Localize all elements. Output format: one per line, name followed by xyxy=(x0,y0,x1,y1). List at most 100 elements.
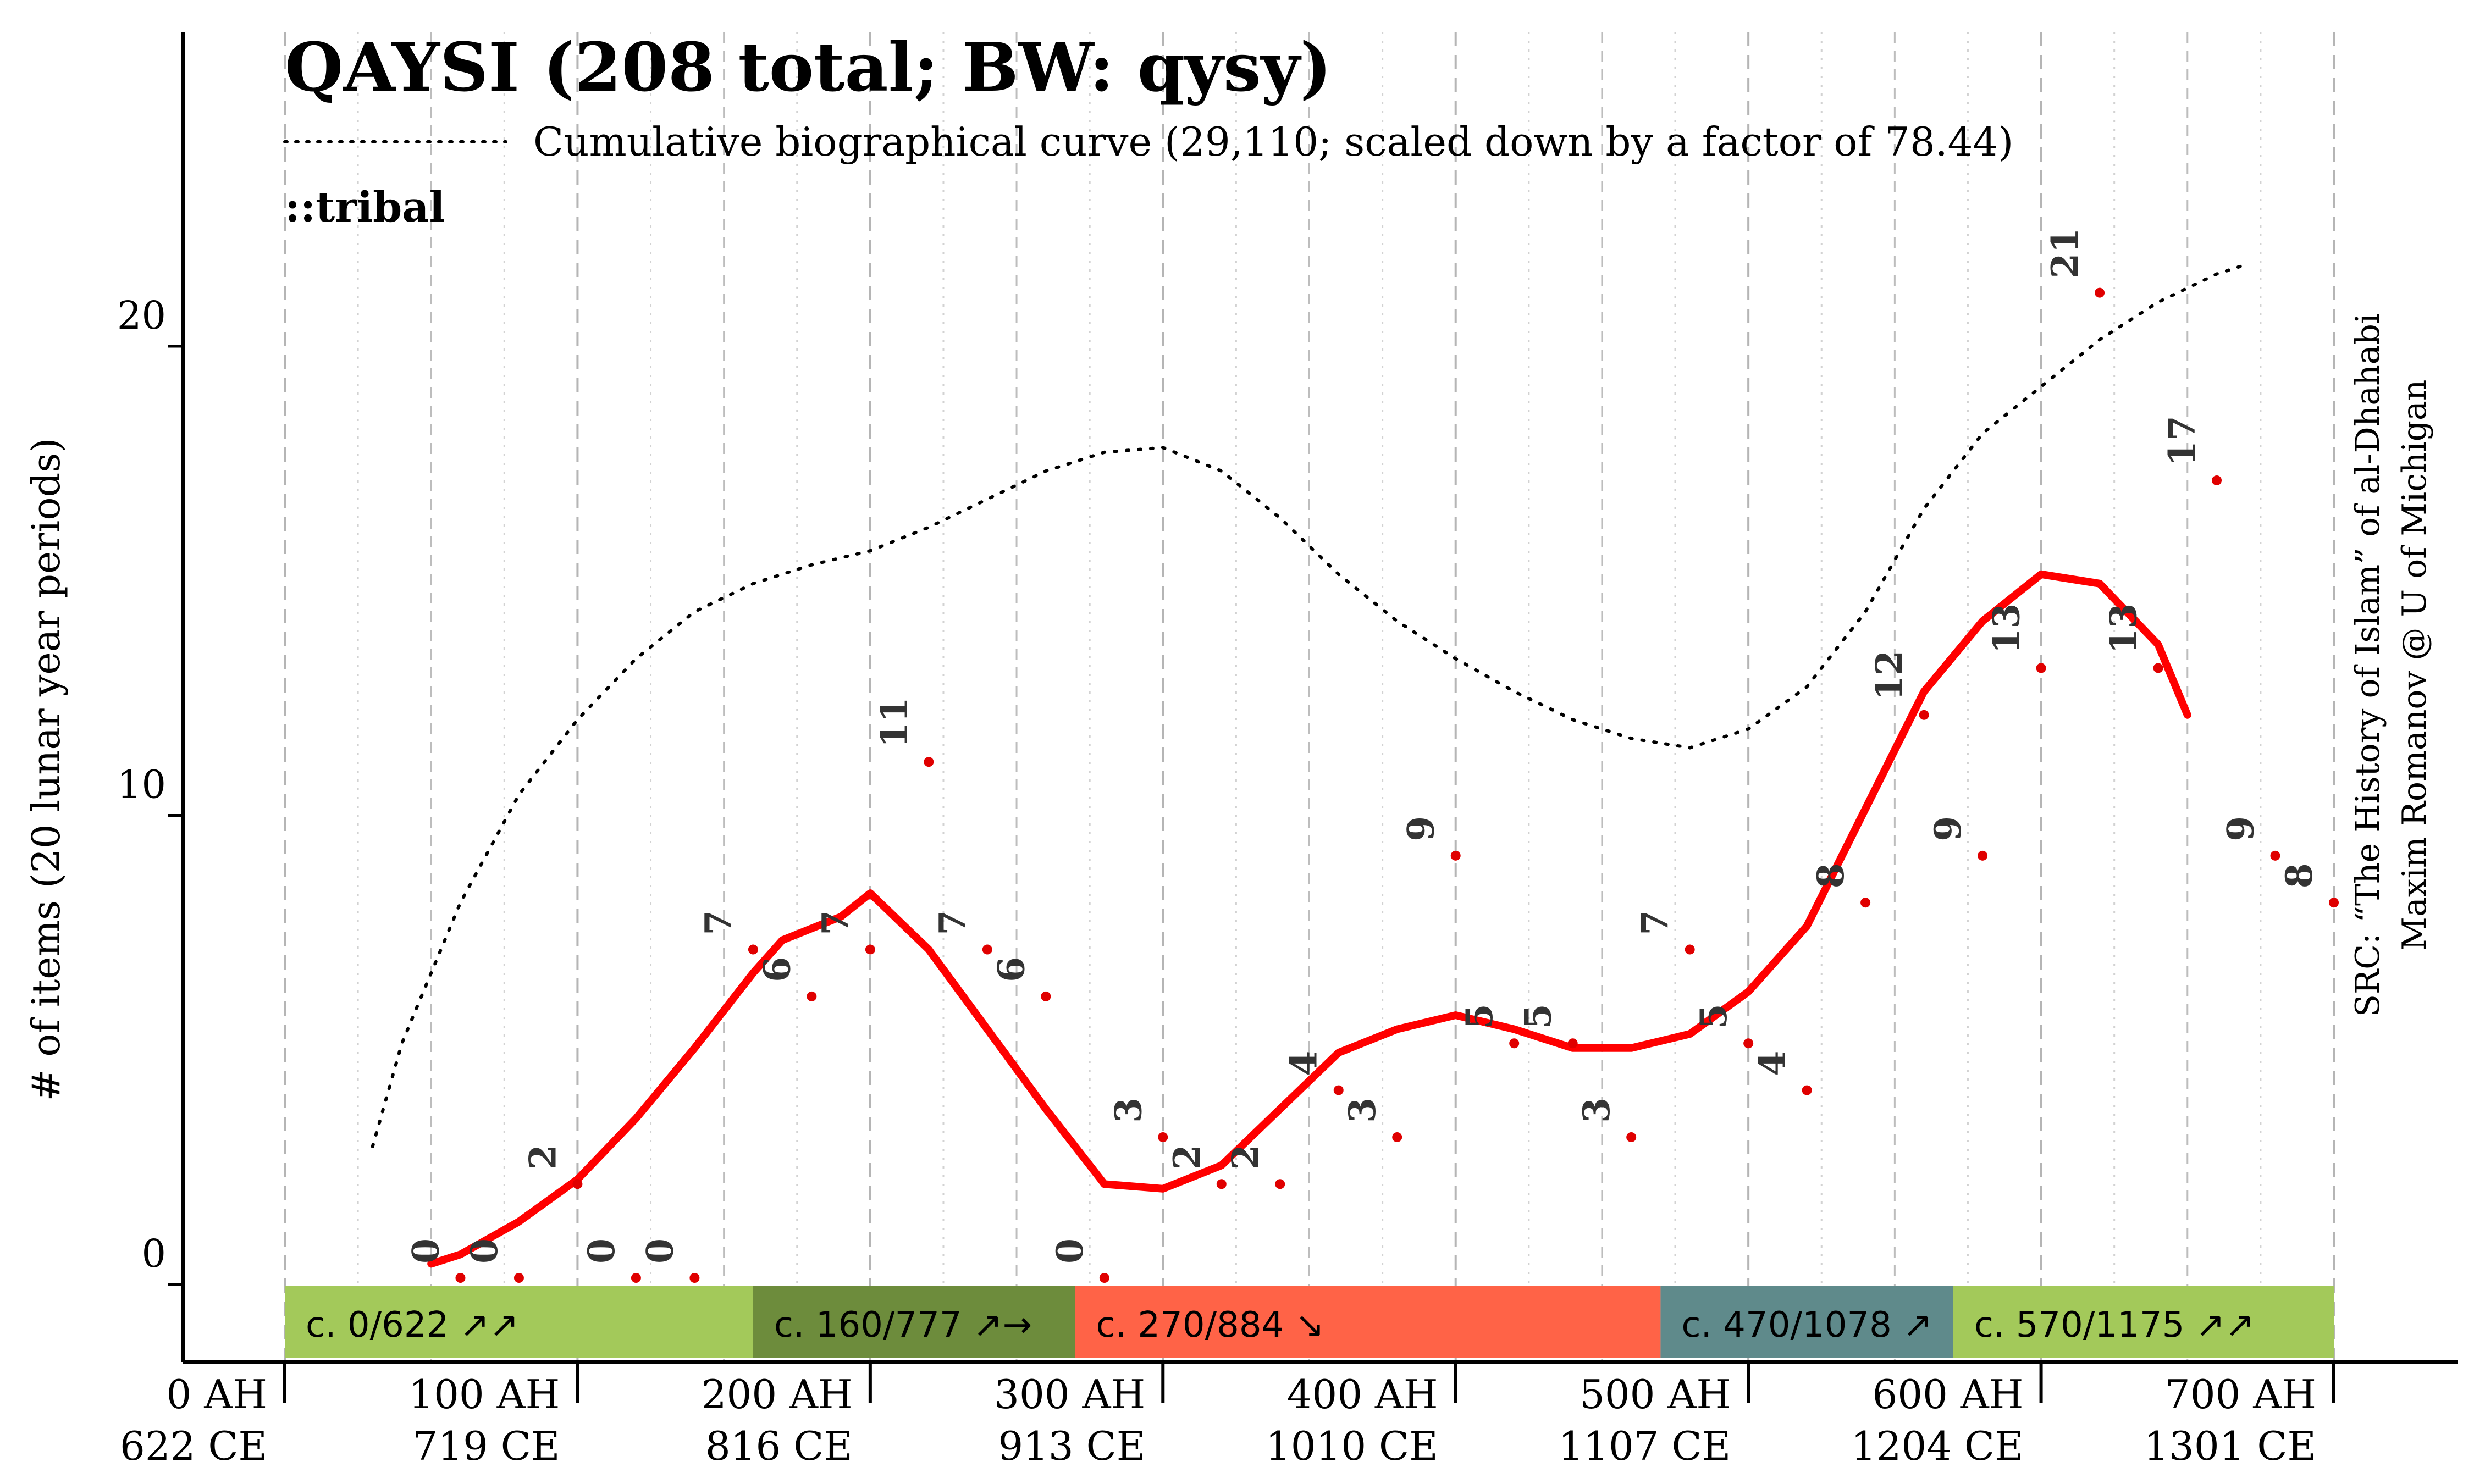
data-label: 7 xyxy=(931,910,974,935)
period-segment xyxy=(753,1286,1075,1358)
data-point xyxy=(2270,850,2280,861)
source-credit-line1: SRC: “The History of Islam” of al-Dhahab… xyxy=(2349,313,2387,1017)
data-label: 5 xyxy=(1692,1004,1735,1029)
x-tick-label-ce: 1301 CE xyxy=(2144,1423,2316,1469)
data-label: 21 xyxy=(2044,228,2086,279)
data-label: 13 xyxy=(2102,603,2145,654)
data-label: 0 xyxy=(1048,1238,1091,1264)
data-label: 9 xyxy=(1926,816,1969,841)
data-point xyxy=(572,1179,583,1189)
data-point xyxy=(1392,1132,1402,1142)
data-label: 3 xyxy=(1107,1098,1150,1123)
source-credit-line2: Maxim Romanov @ U of Michigan xyxy=(2395,380,2434,951)
x-tick-label-ce: 719 CE xyxy=(412,1423,560,1469)
data-point xyxy=(2153,663,2163,673)
data-label: 7 xyxy=(697,910,740,935)
data-label: 0 xyxy=(638,1238,681,1264)
data-point xyxy=(1743,1038,1754,1049)
period-segment xyxy=(1953,1286,2334,1358)
data-label: 11 xyxy=(872,697,915,747)
x-tick-label-ah: 400 AH xyxy=(1287,1371,1438,1417)
data-point xyxy=(1685,944,1695,955)
data-point xyxy=(1802,1085,1812,1095)
data-label: 7 xyxy=(1634,910,1677,935)
x-tick-label-ah: 300 AH xyxy=(994,1371,1145,1417)
x-tick-label-ce: 1204 CE xyxy=(1851,1423,2024,1469)
x-tick-label-ah: 0 AH xyxy=(167,1371,267,1417)
data-point xyxy=(1275,1179,1285,1189)
data-point xyxy=(513,1273,524,1283)
x-tick-label-ce: 1010 CE xyxy=(1266,1423,1438,1469)
data-label: 0 xyxy=(405,1238,448,1264)
data-label: 12 xyxy=(1868,650,1911,701)
data-label: 8 xyxy=(1809,863,1852,888)
x-tick-label-ah: 500 AH xyxy=(1580,1371,1731,1417)
y-tick-label: 10 xyxy=(117,762,166,807)
data-point xyxy=(1041,991,1051,1001)
y-axis-label: # of items (20 lunar year periods) xyxy=(24,438,69,1101)
data-label: 13 xyxy=(1985,603,2028,654)
data-label: 0 xyxy=(463,1238,506,1264)
x-tick-label-ce: 816 CE xyxy=(705,1423,853,1469)
x-axis-ticks: 0 AH 622 CE 100 AH 719 CE 200 AH 816 CE 300 AH… xyxy=(120,1362,2335,1469)
data-point xyxy=(631,1273,641,1283)
data-point xyxy=(807,991,817,1001)
grid xyxy=(284,32,2335,1362)
data-point xyxy=(1860,898,1871,908)
data-point xyxy=(1978,850,1988,861)
y-tick-label: 0 xyxy=(141,1231,166,1276)
data-label: 0 xyxy=(580,1238,623,1264)
period-segment xyxy=(1660,1286,1953,1358)
x-tick-label-ah: 100 AH xyxy=(408,1371,560,1417)
period-label: c. 570/1175 ↗↗ xyxy=(1974,1305,2255,1345)
data-point xyxy=(2036,663,2046,673)
x-tick-label-ah: 700 AH xyxy=(2165,1371,2316,1417)
x-tick-label-ah: 200 AH xyxy=(702,1371,853,1417)
tag-label: ::tribal xyxy=(285,182,445,231)
chart-title: QAYSI (208 total; BW: qysy) xyxy=(285,27,1332,107)
data-label: 2 xyxy=(521,1144,564,1170)
data-point xyxy=(2095,287,2105,298)
period-bar: c. 0/622 ↗↗ c. 160/777 ↗→ c. 270/884 ↘ c. 4… xyxy=(285,1286,2334,1358)
data-label: 8 xyxy=(2278,863,2321,888)
data-point xyxy=(1099,1273,1109,1283)
trend-line-layer xyxy=(427,570,2191,1268)
data-point xyxy=(1509,1038,1520,1049)
data-point xyxy=(924,757,934,767)
data-point xyxy=(982,944,992,955)
data-point xyxy=(1567,1038,1578,1049)
data-point xyxy=(1919,710,1929,720)
data-label: 17 xyxy=(2161,416,2204,466)
data-point xyxy=(748,944,758,955)
data-point xyxy=(1626,1132,1637,1142)
y-axis-ticks: 0 10 20 xyxy=(117,293,183,1286)
y-tick-label: 20 xyxy=(117,293,166,338)
data-point xyxy=(1158,1132,1168,1142)
x-tick-label-ce: 1107 CE xyxy=(1558,1423,1731,1469)
data-label: 6 xyxy=(755,957,798,982)
data-label: 9 xyxy=(2219,816,2262,841)
x-tick-label-ah: 600 AH xyxy=(1872,1371,2023,1417)
data-point xyxy=(1216,1179,1227,1189)
data-point xyxy=(1333,1085,1344,1095)
data-point xyxy=(2329,898,2339,908)
x-tick-label-ce: 622 CE xyxy=(120,1423,267,1469)
cumulative-legend-label: Cumulative biographical curve (29,110; s… xyxy=(533,119,2013,165)
data-point xyxy=(865,944,875,955)
period-label: c. 470/1078 ↗ xyxy=(1681,1305,1932,1345)
period-segment xyxy=(285,1286,753,1358)
data-point xyxy=(1450,850,1461,861)
data-label: 5 xyxy=(1458,1004,1501,1029)
data-point xyxy=(689,1273,700,1283)
data-label: 9 xyxy=(1400,816,1443,841)
data-label: 3 xyxy=(1575,1098,1618,1123)
data-label: 2 xyxy=(1224,1144,1267,1170)
period-label: c. 270/884 ↘ xyxy=(1096,1305,1325,1345)
data-label: 5 xyxy=(1517,1004,1560,1029)
period-segment xyxy=(1075,1286,1661,1358)
data-label: 4 xyxy=(1283,1051,1326,1076)
data-label: 3 xyxy=(1341,1098,1384,1123)
data-point xyxy=(455,1273,466,1283)
